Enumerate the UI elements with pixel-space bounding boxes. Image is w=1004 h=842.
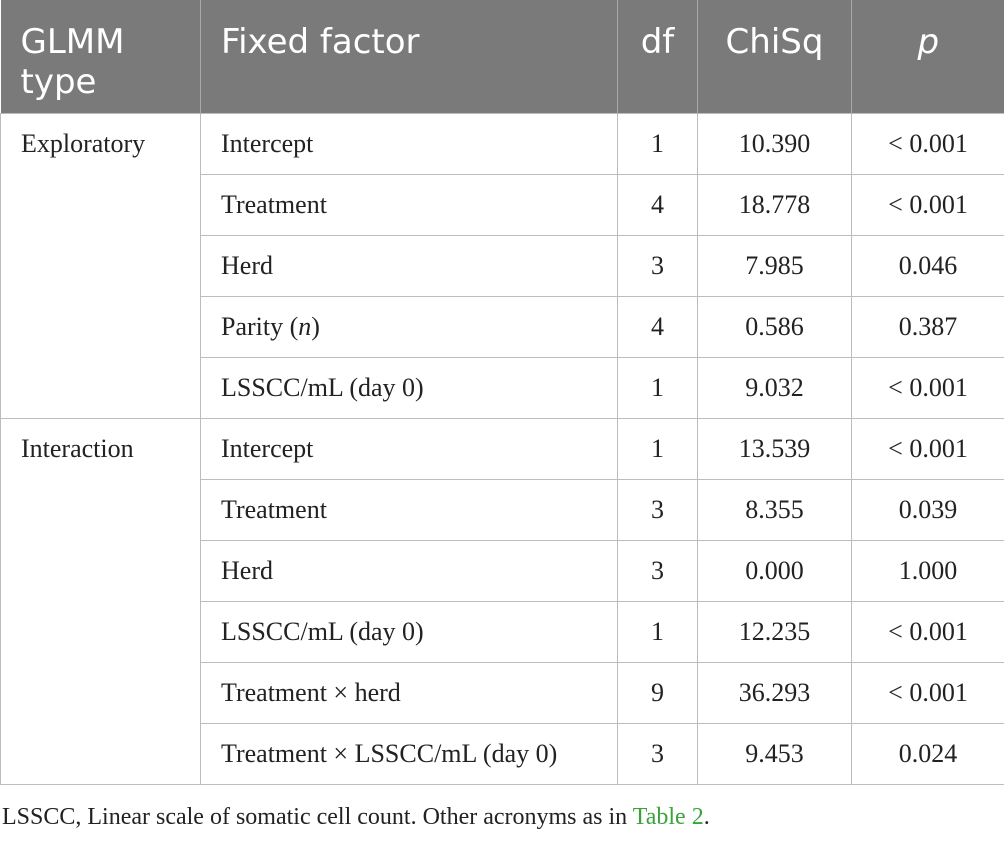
fixed-factor-cell: Treatment × herd: [200, 662, 618, 724]
chisq-cell: 9.453: [697, 723, 852, 785]
chisq-cell: 7.985: [697, 235, 852, 297]
table-row: Herd 3 0.000 1.000: [1, 540, 1004, 602]
header-glmm-type: GLMM type: [0, 0, 201, 113]
fixed-factor-cell: Herd: [200, 540, 618, 602]
fixed-factor-cell: Herd: [200, 235, 618, 297]
header-fixed-factor: Fixed factor: [200, 0, 618, 113]
df-cell: 1: [617, 357, 698, 419]
table-row: LSSCC/mL (day 0) 1 12.235 < 0.001: [1, 601, 1004, 663]
fixed-factor-text: Treatment: [221, 189, 327, 219]
chisq-cell: 36.293: [697, 662, 852, 724]
table-header-row: GLMM type Fixed factor df ChiSq p: [0, 0, 1004, 113]
glmm-type-cell: Exploratory: [0, 112, 201, 419]
chisq-cell: 12.235: [697, 601, 852, 663]
p-value-cell: < 0.001: [851, 601, 1004, 663]
p-value-cell: 0.387: [851, 296, 1004, 358]
table-2-link[interactable]: Table 2: [632, 804, 704, 830]
df-cell: 4: [617, 174, 698, 236]
footnote-end: .: [703, 804, 710, 830]
fixed-factor-text: Intercept: [221, 128, 314, 158]
fixed-factor-text: Herd: [221, 250, 273, 280]
fixed-factor-cell: Treatment: [200, 174, 618, 236]
fixed-factor-text: LSSCC/mL (day 0): [221, 372, 424, 402]
table-row: Treatment 3 8.355 0.039: [1, 479, 1004, 541]
fixed-factor-italic: n: [298, 311, 312, 341]
fixed-factor-cell: Parity (n): [200, 296, 618, 358]
chisq-cell: 9.032: [697, 357, 852, 419]
df-cell: 3: [617, 479, 698, 541]
table-row: LSSCC/mL (day 0) 1 9.032 < 0.001: [1, 357, 1004, 419]
results-table-container: GLMM type Fixed factor df ChiSq p Explor…: [0, 0, 1004, 785]
df-cell: 1: [617, 112, 698, 175]
chisq-cell: 0.000: [697, 540, 852, 602]
table-row: Treatment × herd 9 36.293 < 0.001: [1, 662, 1004, 724]
fixed-factor-cell: Treatment × LSSCC/mL (day 0): [200, 723, 618, 785]
header-df: df: [617, 0, 698, 113]
glmm-type-cell: Interaction: [0, 418, 201, 785]
chisq-cell: 0.586: [697, 296, 852, 358]
table-row: Parity (n) 4 0.586 0.387: [1, 296, 1004, 358]
df-cell: 4: [617, 296, 698, 358]
df-cell: 1: [617, 601, 698, 663]
p-value-cell: 0.024: [851, 723, 1004, 785]
chisq-cell: 18.778: [697, 174, 852, 236]
table-row: Interaction Intercept 1 13.539 < 0.001: [0, 418, 1004, 785]
fixed-factor-text: LSSCC/mL (day 0): [221, 616, 424, 646]
table-row: Exploratory Intercept 1 10.390 < 0.001: [0, 112, 1004, 419]
fixed-factor-cell: LSSCC/mL (day 0): [200, 601, 618, 663]
glmm-results-table: GLMM type Fixed factor df ChiSq p Explor…: [0, 0, 1004, 785]
table-body: Exploratory Intercept 1 10.390 < 0.001 Treatm…: [0, 112, 1004, 785]
df-cell: 3: [617, 540, 698, 602]
fixed-factor-suffix: ): [311, 311, 320, 341]
chisq-cell: 8.355: [697, 479, 852, 541]
p-value-cell: < 0.001: [851, 112, 1004, 175]
fixed-factor-text: Parity (: [221, 311, 299, 341]
p-value-cell: 0.046: [851, 235, 1004, 297]
p-value-cell: < 0.001: [851, 357, 1004, 419]
df-cell: 1: [617, 418, 698, 480]
header-p: p: [851, 0, 1004, 113]
table-row: Treatment 4 18.778 < 0.001: [1, 174, 1004, 236]
table-row: Treatment × LSSCC/mL (day 0) 3 9.453 0.024: [1, 723, 1004, 785]
footnote-text: LSSCC, Linear scale of somatic cell coun…: [2, 804, 633, 830]
fixed-factor-cell: LSSCC/mL (day 0): [200, 357, 618, 419]
p-value-cell: < 0.001: [851, 418, 1004, 480]
df-cell: 9: [617, 662, 698, 724]
fixed-factor-text: Herd: [221, 555, 273, 585]
p-value-cell: 0.039: [851, 479, 1004, 541]
fixed-factor-cell: Intercept: [200, 112, 618, 175]
df-cell: 3: [617, 723, 698, 785]
fixed-factor-text: Treatment × LSSCC/mL (day 0): [221, 738, 558, 768]
p-value-cell: 1.000: [851, 540, 1004, 602]
fixed-factor-cell: Intercept: [200, 418, 618, 480]
fixed-factor-cell: Treatment: [200, 479, 618, 541]
p-value-cell: < 0.001: [851, 662, 1004, 724]
p-value-cell: < 0.001: [851, 174, 1004, 236]
table-footnote: LSSCC, Linear scale of somatic cell coun…: [2, 804, 710, 831]
header-chisq: ChiSq: [697, 0, 852, 113]
chisq-cell: 10.390: [697, 112, 852, 175]
fixed-factor-text: Treatment: [221, 494, 327, 524]
fixed-factor-text: Treatment × herd: [221, 677, 401, 707]
chisq-cell: 13.539: [697, 418, 852, 480]
df-cell: 3: [617, 235, 698, 297]
table-row: Herd 3 7.985 0.046: [1, 235, 1004, 297]
fixed-factor-text: Intercept: [221, 433, 314, 463]
